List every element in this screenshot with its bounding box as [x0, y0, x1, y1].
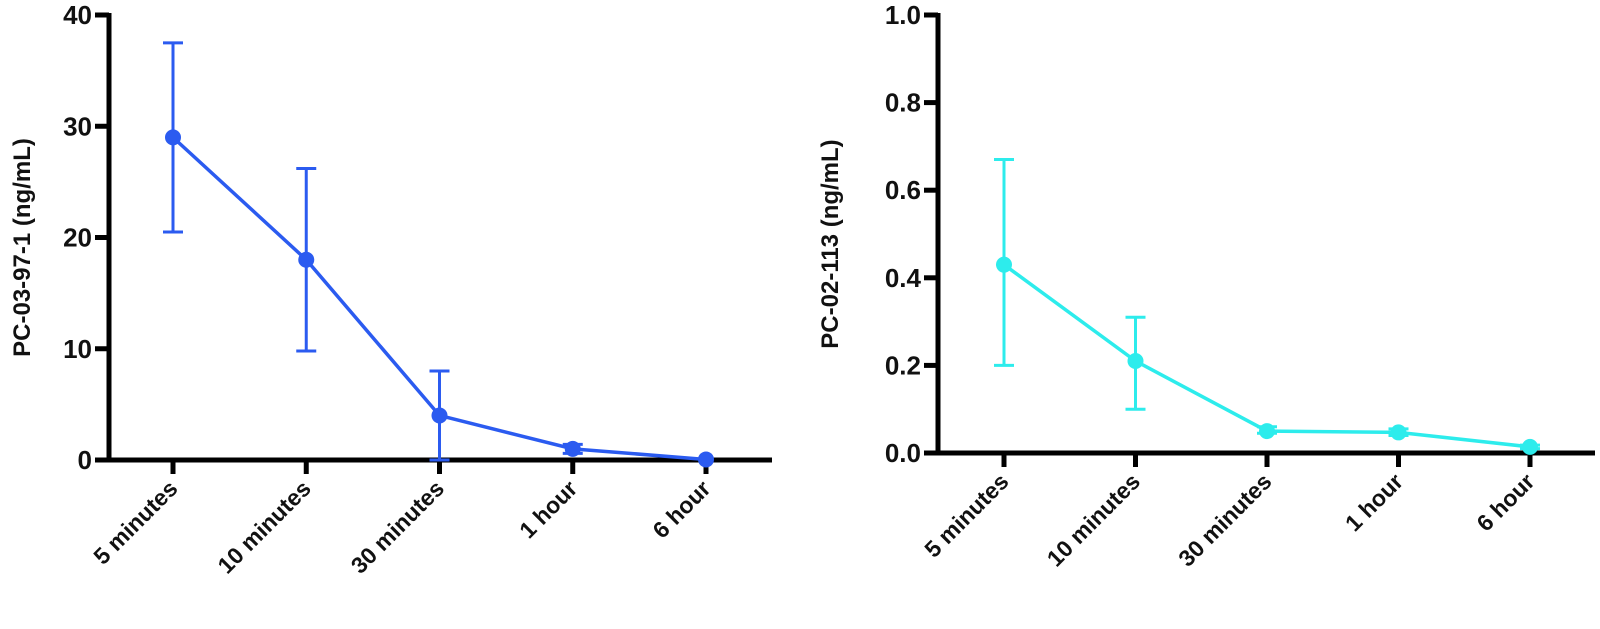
x-category-label: 1 hour — [514, 475, 582, 543]
chart-pc-02-113: 0.0 0.2 0.4 0.6 0.8 1.0 PC-02-113 (ng/mL) 5 min… — [817, 0, 1595, 571]
x-category-label: 5 minutes — [88, 475, 182, 569]
y-tick-label: 20 — [63, 223, 92, 253]
y-axis-title: PC-02-113 (ng/mL) — [817, 139, 844, 348]
y-tick-label: 0.6 — [885, 175, 921, 205]
data-point-marker — [996, 256, 1012, 273]
x-category-label: 6 hour — [1471, 468, 1539, 536]
x-category-label: 5 minutes — [919, 468, 1013, 562]
y-tick-label: 1.0 — [885, 0, 921, 30]
data-point-marker — [1259, 423, 1275, 440]
data-point-marker — [1390, 424, 1407, 441]
x-category-label: 6 hour — [647, 475, 715, 543]
y-tick-label: 0.2 — [885, 350, 921, 380]
y-tick-label: 10 — [63, 334, 92, 364]
y-tick-label: 0.4 — [885, 263, 922, 293]
data-point-marker — [698, 451, 714, 468]
series-line — [1002, 263, 1531, 449]
x-category-label: 30 minutes — [346, 475, 449, 578]
y-tick-label: 0.0 — [885, 438, 921, 468]
y-axis-title: PC-03-97-1 (ng/mL) — [9, 138, 36, 357]
x-category-label: 1 hour — [1340, 468, 1408, 536]
x-category-label: 30 minutes — [1173, 468, 1276, 571]
data-point-marker — [1522, 438, 1538, 455]
y-tick-label: 30 — [63, 111, 92, 141]
data-point-marker — [431, 407, 448, 424]
x-category-label: 10 minutes — [212, 475, 315, 578]
y-tick-label: 0 — [78, 445, 92, 475]
data-point-marker — [1127, 353, 1144, 370]
x-category-label: 10 minutes — [1042, 468, 1145, 571]
data-point-marker — [165, 129, 181, 146]
data-point-marker — [564, 440, 581, 457]
chart-pc-03-97-1: 0 10 20 30 40 PC-03-97-1 (ng/mL) 5 minutes 10 m… — [9, 0, 772, 578]
y-tick-label: 0.8 — [885, 88, 921, 118]
y-tick-label: 40 — [63, 0, 92, 30]
data-point-marker — [298, 251, 315, 268]
